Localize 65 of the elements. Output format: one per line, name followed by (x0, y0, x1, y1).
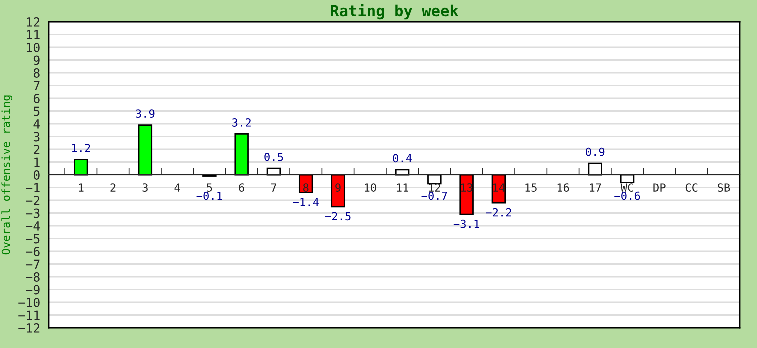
y-tick-label: −2 (26, 196, 40, 206)
y-tick-label: 9 (34, 56, 40, 66)
data-label: 0.4 (393, 154, 412, 163)
data-label: −3.1 (454, 220, 480, 228)
data-label: −0.1 (196, 192, 222, 200)
x-tick-label: 3 (142, 184, 148, 192)
bar (588, 162, 602, 176)
y-tick-label: −11 (18, 310, 40, 320)
data-label: 0.5 (264, 152, 284, 162)
x-tick-label: 12 (429, 184, 440, 192)
data-label: −0.6 (614, 192, 640, 200)
y-tick-label: −5 (26, 234, 40, 244)
y-tick-label: 7 (34, 81, 40, 91)
data-label: −0.7 (422, 192, 448, 200)
x-tick-label: WC (620, 184, 634, 192)
data-label: 1.2 (72, 144, 90, 152)
y-tick-label: 12 (27, 18, 40, 27)
y-tick-label: 3 (34, 132, 40, 142)
chart-title: Rating by week (331, 4, 459, 20)
x-tick-label: 8 (303, 184, 309, 192)
y-tick-label: 0 (34, 170, 40, 180)
y-tick-label: 1 (34, 158, 40, 168)
y-tick-label: −6 (26, 247, 40, 256)
y-tick-label: 10 (27, 43, 40, 52)
data-label: 0.9 (586, 148, 605, 156)
y-tick-label: 2 (34, 145, 40, 154)
bar (74, 159, 88, 176)
y-tick-label: −7 (26, 260, 40, 270)
x-tick-label: 17 (590, 184, 602, 192)
x-tick-label: 7 (271, 184, 276, 192)
y-tick-label: 4 (34, 120, 40, 129)
x-tick-label: 9 (336, 184, 341, 192)
bar (234, 134, 249, 176)
data-label: −2.2 (486, 208, 512, 217)
bar (138, 124, 153, 176)
x-tick-label: SB (718, 184, 730, 192)
y-tick-label: −12 (18, 324, 40, 333)
data-label: −1.4 (293, 198, 319, 206)
y-tick-label: −10 (18, 298, 40, 308)
y-tick-label: −1 (26, 183, 40, 193)
x-tick-label: 11 (397, 184, 408, 192)
bar (460, 174, 474, 216)
y-tick-label: 11 (27, 30, 40, 40)
data-label: 3.2 (232, 118, 251, 127)
x-tick-label: 15 (526, 184, 537, 192)
y-tick-label: −8 (26, 272, 40, 282)
y-tick-label: 5 (34, 106, 40, 116)
x-tick-label: 16 (558, 184, 570, 192)
y-tick-label: −3 (26, 208, 40, 218)
x-tick-label: 5 (207, 184, 212, 192)
data-label: 3.9 (136, 110, 155, 118)
x-tick-label: 4 (174, 184, 180, 192)
y-tick-label: −4 (26, 222, 40, 231)
x-tick-label: CC (686, 184, 698, 192)
bar (331, 174, 346, 208)
x-tick-label: DP (654, 184, 666, 192)
x-tick-label: 6 (239, 184, 244, 192)
y-tick-label: 6 (34, 94, 40, 104)
data-label: −2.5 (325, 212, 351, 221)
x-tick-label: 1 (79, 184, 84, 192)
x-tick-label: 10 (365, 184, 376, 192)
y-axis-title: Overall offensive rating (2, 96, 13, 255)
y-tick-label: 8 (34, 68, 40, 78)
y-tick-label: −9 (26, 285, 40, 295)
x-tick-label: 2 (110, 184, 116, 192)
